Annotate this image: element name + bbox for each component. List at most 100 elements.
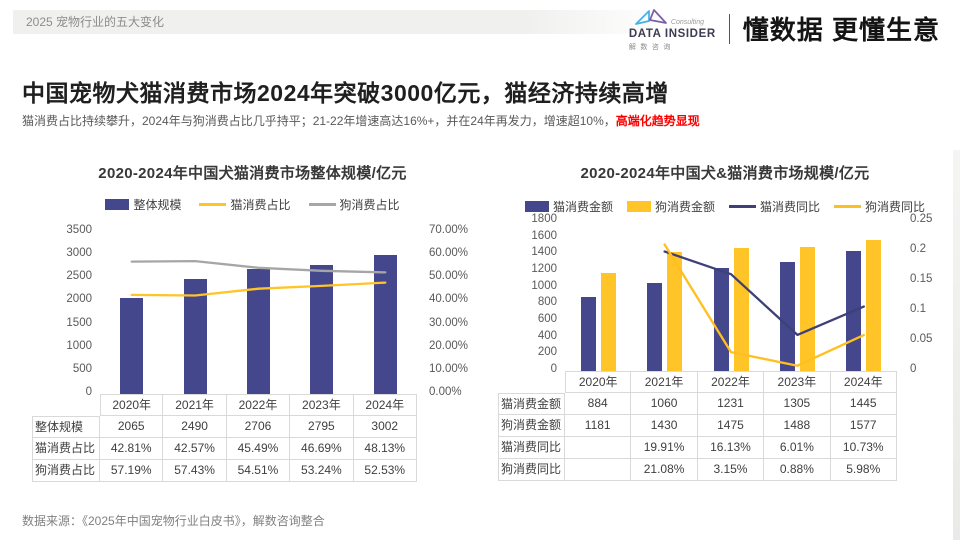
table-cell: 1445 [830,393,897,415]
table-year-header: 2020年 [100,394,164,416]
source-note: 数据来源：《2025年中国宠物行业白皮书》，解数咨询整合 [22,514,325,528]
table-cell: 1488 [764,415,831,437]
bar-狗消费金额 [667,251,683,371]
legend-bar-swatch [626,201,651,212]
axis-tick: 50.00% [429,270,469,283]
page-subtitle: 猫消费占比持续攀升，2024年与狗消费占比几乎持平；21-22年增速高达16%+… [22,112,700,129]
table-cell: 1430 [631,415,698,437]
brand-header: Consulting DATA INSIDER 解数咨询 懂数据 更懂生意 [629,7,940,51]
legend-line-swatch [308,203,336,206]
table-cell: 48.13% [353,438,417,460]
legend-label: 狗消费同比 [865,200,926,214]
table-cell: 57.43% [163,460,227,482]
page-title: 中国宠物犬猫消费市场2024年突破3000亿元，猫经济持续高增 [22,80,669,106]
axis-tick: 1200 [531,263,557,275]
brand-slogan: 懂数据 更懂生意 [742,15,940,46]
table-cell: 10.73% [830,437,897,459]
table-cell: 2795 [290,416,354,438]
axis-tick: 1800 [531,213,557,225]
table-corner [498,371,565,393]
chart-cat-dog-market: 2020-2024年中国犬&猫消费市场规模/亿元 猫消费金额 狗消费金额 猫消费同比狗… [495,160,955,500]
axis-tick: 0.25 [910,213,933,225]
legend-label: 猫消费占比 [230,198,291,212]
legend-bar-swatch [524,201,549,212]
bar-整体规模 [310,264,334,394]
axis-tick: 60.00% [429,247,469,260]
chart-data-table: 2020年 2021年 2022年 2023年 2024年 猫消费金额 884 1060 123… [498,371,897,481]
axis-tick: 800 [537,296,557,309]
brand-divider [728,13,730,44]
table-year-header: 2022年 [697,371,765,393]
table-row-label: 猫消费同比 [498,437,565,459]
table-cell: 52.53% [353,460,417,482]
legend-item: 猫消费占比 [199,196,291,213]
line-狗消费同比 [663,243,865,367]
axis-tick: 200 [537,346,557,359]
table-row-label: 整体规模 [32,416,100,438]
chart-title: 2020-2024年中国犬猫消费市场整体规模/亿元 [98,165,407,182]
axis-tick: 0.15 [910,273,933,285]
table-cell: 19.91% [631,437,698,459]
table-cell: 1475 [697,415,765,437]
axis-tick: 10.00% [429,362,469,375]
table-year-header: 2023年 [764,371,831,393]
bar-整体规模 [373,255,397,394]
axis-tick: 20.00% [429,339,469,352]
table-cell: 1060 [631,393,698,415]
table-cell: 42.57% [163,438,227,460]
legend-line-swatch [834,205,862,208]
table-cell: 3.15% [697,459,765,481]
table-cell: 21.08% [631,459,698,481]
axis-tick: 3500 [66,224,92,236]
table-cell: 1181 [565,415,632,437]
bar-猫消费金额 [779,262,795,371]
legend-label: 猫消费金额 [552,200,613,214]
table-cell: 46.69% [290,438,354,460]
axis-tick: 1500 [66,316,92,329]
subtitle-text: 猫消费占比持续攀升，2024年与狗消费占比几乎持平；21-22年增速高达16%+… [22,114,616,128]
axis-tick: 1000 [531,279,557,292]
legend-item: 猫消费金额 [524,198,613,215]
table-cell [565,437,632,459]
legend-item: 狗消费金额 [626,198,715,215]
bar-整体规模 [247,268,270,394]
axis-tick: 600 [537,313,557,325]
table-cell: 54.51% [226,460,291,482]
table-cell: 45.49% [226,438,291,460]
chart-data-table: 2020年 2021年 2022年 2023年 2024年 整体规模 2065 2490 270… [32,394,417,482]
axis-tick: 40.00% [429,293,469,306]
bar-整体规模 [120,298,144,394]
table-cell: 1577 [830,415,897,437]
axis-tick: 1000 [66,339,92,352]
bar-猫消费金额 [647,282,663,371]
logo-name: DATA INSIDER [628,28,716,40]
line-series-layer [130,259,387,297]
table-year-header: 2023年 [290,394,354,416]
legend-item: 猫消费同比 [729,198,820,215]
table-year-header: 2021年 [163,394,227,416]
axis-tick: 30.00% [429,316,469,329]
bar-猫消费金额 [713,268,729,371]
axis-tick: 0.2 [910,243,926,255]
line-狗消费占比 [130,259,387,274]
axis-tick: 1600 [531,229,557,242]
table-cell: 1231 [697,393,765,415]
bar-整体规模 [183,278,207,394]
bowtie-logo-icon [635,9,667,25]
logo-script: Consulting [670,19,704,26]
chart-legend: 整体规模 猫消费占比 狗消费占比 [30,196,475,213]
legend-label: 猫消费同比 [760,200,821,214]
breadcrumb: 2025 宠物行业的五大变化 [13,10,668,34]
table-row-label: 猫消费占比 [32,438,100,460]
table-year-header: 2022年 [226,394,291,416]
legend-item: 整体规模 [105,196,181,213]
legend-label: 狗消费金额 [654,200,715,214]
table-row-label: 狗消费金额 [498,415,565,437]
table-year-header: 2024年 [353,394,417,416]
chart-overall-market: 2020-2024年中国犬猫消费市场整体规模/亿元 整体规模 猫消费占比 狗消费占比 0… [30,160,475,490]
table-year-header: 2020年 [565,371,632,393]
legend-bar-swatch [105,199,130,210]
legend-item: 狗消费同比 [834,198,925,215]
logo: Consulting DATA INSIDER 解数咨询 [629,7,716,51]
